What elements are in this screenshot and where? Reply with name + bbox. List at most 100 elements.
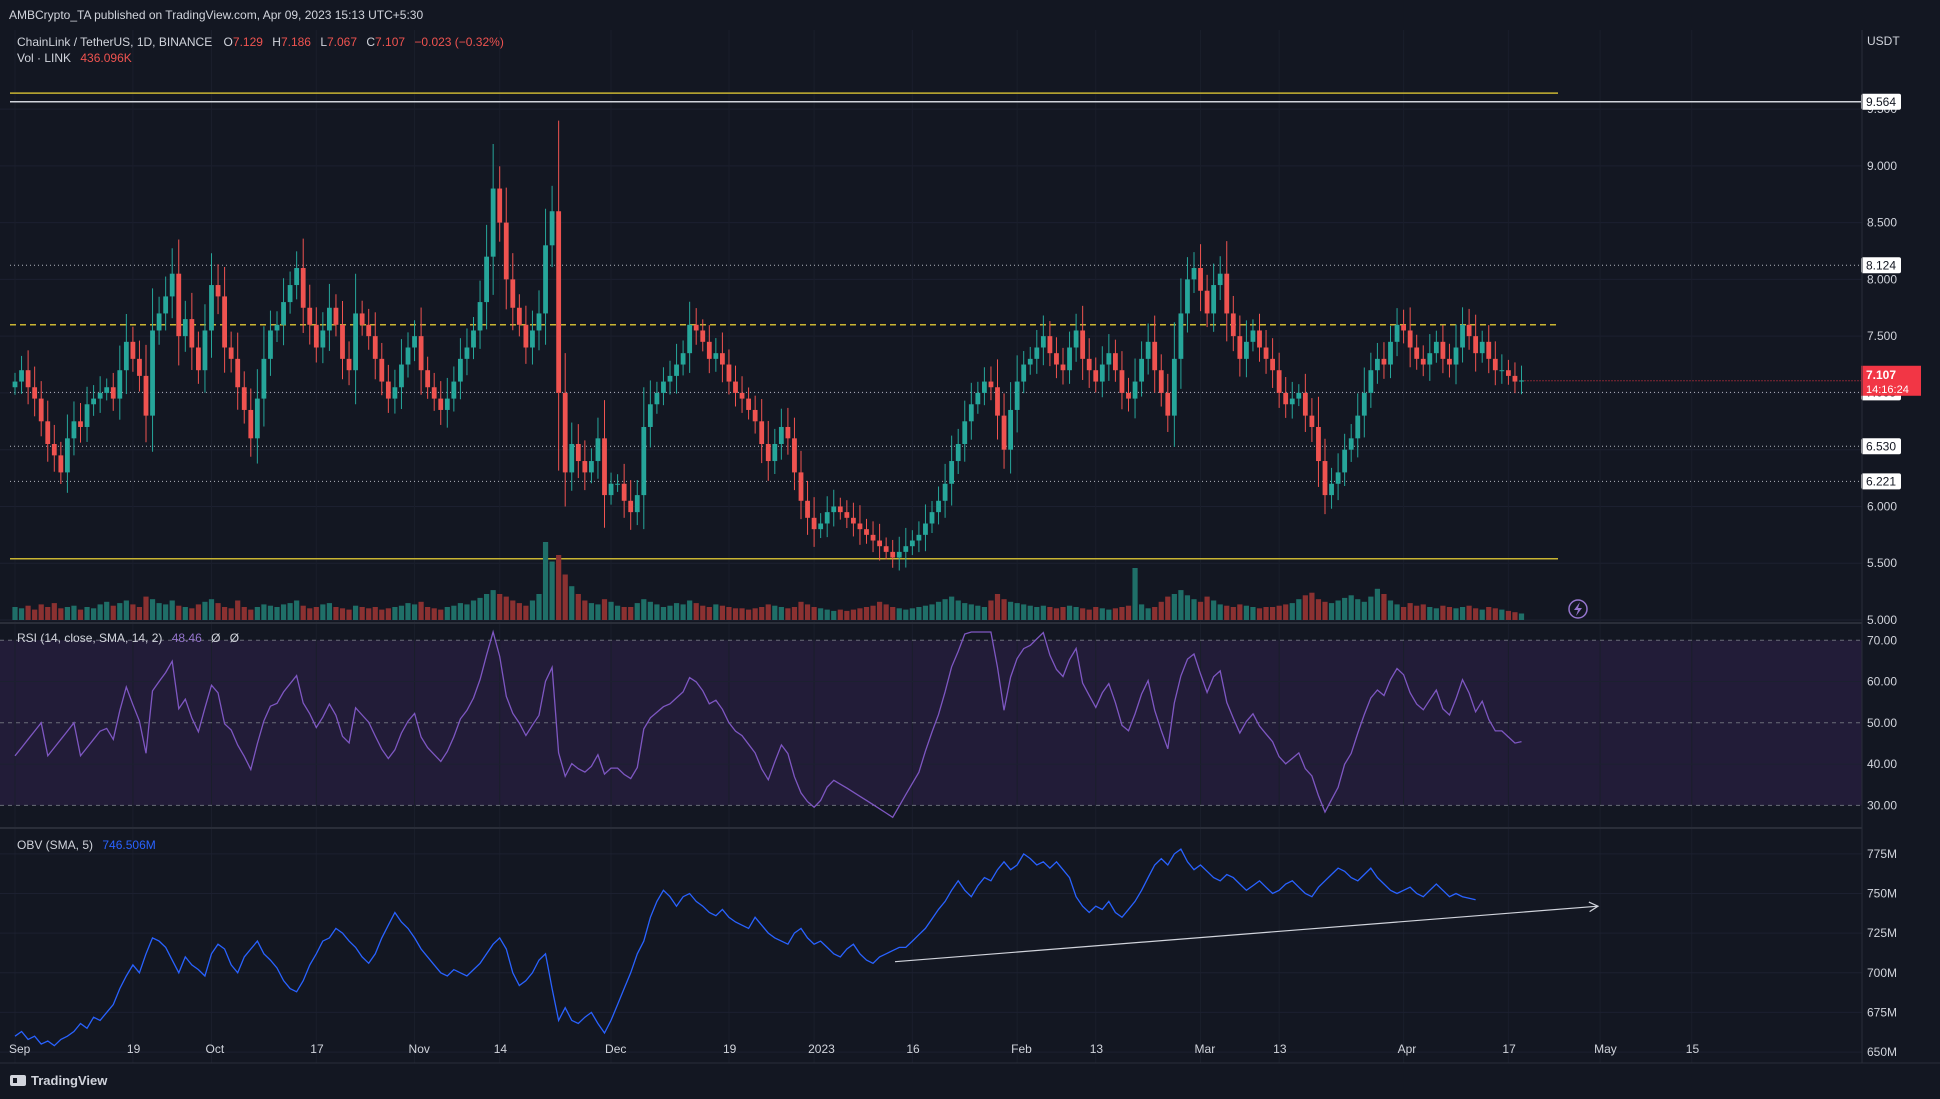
- candle-body: [903, 546, 909, 552]
- volume-bar: [1060, 607, 1066, 620]
- volume-bar: [1335, 600, 1341, 620]
- volume-bar: [484, 594, 490, 620]
- volume-bar: [1486, 607, 1492, 620]
- candle-body: [1506, 370, 1511, 376]
- candle-body: [1394, 324, 1400, 342]
- lightning-icon[interactable]: [1568, 599, 1588, 619]
- candle-body: [1008, 409, 1013, 450]
- level-tag: [1861, 93, 1901, 110]
- volume-bar: [1171, 594, 1177, 620]
- volume-bar: [549, 561, 555, 620]
- volume-bar: [254, 607, 260, 620]
- tradingview-logo-icon: [10, 1075, 26, 1086]
- obv-legend[interactable]: OBV (SMA, 5) 746.506M: [17, 838, 156, 852]
- candle-body: [412, 336, 417, 348]
- candle-body: [241, 387, 247, 410]
- volume-bar: [1473, 608, 1479, 620]
- candle-body: [1237, 336, 1243, 359]
- volume-bar: [739, 608, 745, 620]
- volume-bar: [1414, 605, 1420, 620]
- volume-bar: [870, 605, 876, 620]
- candle-body: [281, 302, 286, 325]
- volume-bar: [746, 609, 752, 620]
- candle-body: [110, 387, 116, 399]
- candle-body: [222, 296, 227, 348]
- price-tick-label: 5.500: [1867, 556, 1897, 570]
- tradingview-logo[interactable]: TradingView: [10, 1073, 108, 1088]
- volume-bar: [818, 608, 824, 620]
- volume-bar: [994, 594, 1001, 620]
- level-tag: [1861, 257, 1901, 274]
- time-tick-label: 15: [1686, 1042, 1700, 1056]
- level-tag-label: 6.221: [1866, 474, 1896, 488]
- volume-bar: [366, 608, 372, 620]
- volume-bars: [12, 542, 1525, 620]
- candle-body: [995, 387, 1000, 416]
- volume-bar: [955, 600, 961, 620]
- obv-tick-label: 650M: [1867, 1045, 1897, 1059]
- volume-bar: [1256, 608, 1263, 620]
- volume-bar: [1237, 604, 1243, 620]
- volume-legend[interactable]: Vol · LINK 436.096K: [17, 51, 132, 65]
- candle-body: [38, 398, 44, 422]
- candle-body: [1126, 392, 1131, 399]
- candle-body: [1322, 461, 1328, 496]
- volume-bar: [1296, 599, 1302, 620]
- rsi-pane[interactable]: [0, 629, 1862, 819]
- last-price-value: 7.107: [1866, 368, 1896, 382]
- candle-body: [1270, 358, 1275, 371]
- volume-bar: [1440, 605, 1446, 620]
- rsi-tick-label: 40.00: [1867, 757, 1897, 771]
- candle-body: [746, 398, 751, 410]
- candles[interactable]: [12, 120, 1524, 571]
- candle-body: [359, 313, 365, 325]
- volume-bar: [1446, 607, 1453, 620]
- price-tick-label: 5.000: [1867, 613, 1897, 627]
- volume-bar: [857, 608, 863, 620]
- volume-bar: [909, 608, 915, 620]
- candle-body: [1479, 341, 1485, 354]
- time-tick-label: 2023: [808, 1042, 835, 1056]
- volume-bar: [641, 599, 647, 620]
- symbol-title[interactable]: ChainLink / TetherUS, 1D, BINANCE O7.129…: [17, 35, 504, 49]
- volume-bar: [300, 605, 306, 620]
- rsi-legend[interactable]: RSI (14, close, SMA, 14, 2) 48.46 Ø Ø: [17, 631, 239, 645]
- volume-bar: [1027, 605, 1033, 620]
- candle-body: [864, 529, 869, 535]
- volume-bar: [1191, 599, 1197, 620]
- volume-bar: [1250, 607, 1256, 620]
- volume-bar: [1401, 607, 1407, 620]
- volume-bar: [804, 604, 811, 620]
- candle-body: [1414, 347, 1420, 359]
- candle-body: [1086, 358, 1092, 371]
- volume-bar: [1021, 604, 1027, 620]
- time-tick-label: 13: [1090, 1042, 1104, 1056]
- volume-bar: [71, 605, 77, 620]
- volume-bar: [1001, 599, 1007, 620]
- volume-bar: [1387, 600, 1394, 620]
- candle-body: [431, 387, 437, 399]
- volume-bar: [490, 590, 496, 620]
- candle-body: [654, 392, 660, 405]
- volume-bar: [418, 601, 424, 620]
- candle-body: [1165, 392, 1171, 416]
- candle-body: [1348, 438, 1354, 450]
- candle-body: [851, 517, 856, 524]
- volume-bar: [968, 604, 974, 620]
- candle-body: [1073, 330, 1079, 348]
- volume-bar: [451, 605, 457, 620]
- volume-bar: [1112, 608, 1118, 620]
- grid: [0, 30, 1862, 1063]
- candle-body: [1309, 415, 1315, 427]
- obv-tick-label: 675M: [1867, 1005, 1897, 1019]
- candle-body: [1316, 426, 1321, 462]
- candle-body: [641, 426, 647, 496]
- volume-bar: [615, 605, 621, 620]
- volume-bar: [903, 609, 909, 620]
- volume-bar: [143, 596, 149, 620]
- volume-bar: [1080, 608, 1086, 620]
- obv-tick-label: 750M: [1867, 887, 1897, 901]
- obv-pane[interactable]: [0, 848, 1862, 1053]
- candle-body: [346, 358, 352, 371]
